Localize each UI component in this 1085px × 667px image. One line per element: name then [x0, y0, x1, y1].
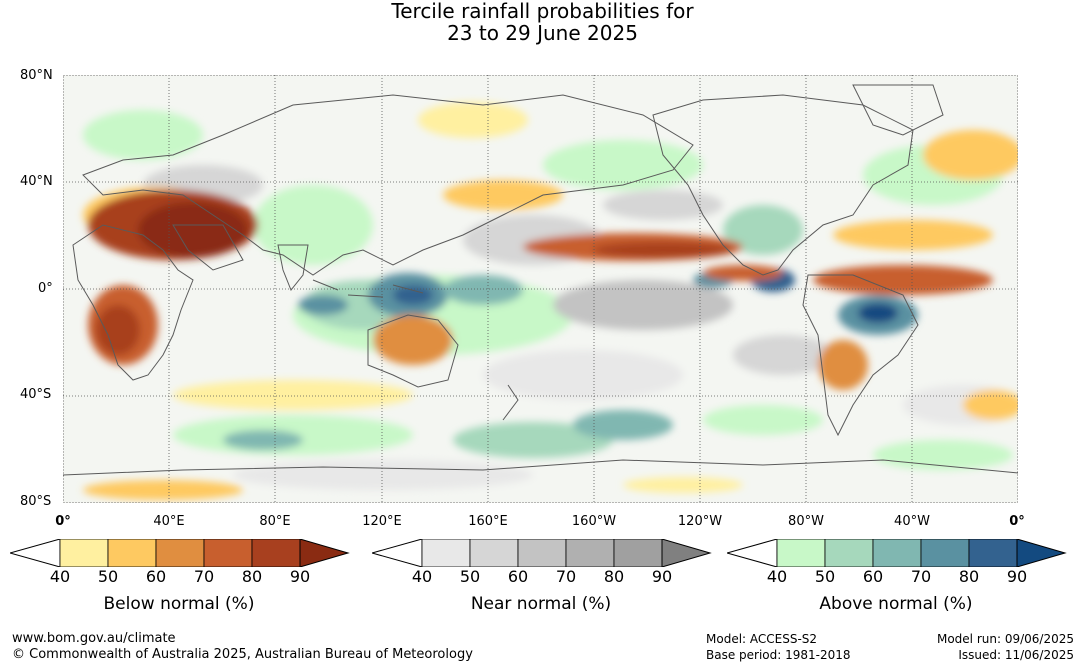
lon-label-120e: 120°E — [362, 514, 402, 529]
colorbar-segment — [421, 539, 471, 567]
above-normal-title: Above normal (%) — [819, 594, 973, 614]
colorbar-segment — [872, 539, 922, 567]
colorbar-above-normal — [727, 539, 1067, 567]
colorbar-segment — [776, 539, 826, 567]
lon-label-80e: 80°E — [259, 514, 291, 529]
below-tick-40: 40 — [49, 567, 71, 586]
colorbar-segment — [107, 539, 157, 567]
map-title-line2: 23 to 29 June 2025 — [447, 21, 638, 45]
colorbar-segment — [968, 539, 1018, 567]
colorbar-segment — [824, 539, 874, 567]
probability-shading — [83, 102, 1018, 500]
footer-base-period: Base period: 1981-2018 — [706, 648, 851, 662]
lon-label-80w: 80°W — [788, 514, 824, 529]
footer-url: www.bom.gov.au/climate — [12, 631, 176, 646]
lon-label-40w: 40°W — [894, 514, 930, 529]
lon-label-160w: 160°W — [571, 514, 617, 529]
colorbar-segment — [565, 539, 615, 567]
near-normal-title: Near normal (%) — [470, 594, 612, 614]
colorbar-segment — [469, 539, 519, 567]
colorbar-segment — [203, 539, 253, 567]
lat-label-equator: 0° — [38, 281, 53, 296]
lon-label-120w: 120°W — [677, 514, 723, 529]
lon-label-40e: 40°E — [153, 514, 185, 529]
lon-label-160e: 160°E — [468, 514, 508, 529]
colorbar-segment — [251, 539, 301, 567]
below-normal-title: Below normal (%) — [103, 594, 255, 614]
colorbar-below-normal — [10, 539, 350, 567]
colorbar-segment — [155, 539, 205, 567]
above-tick-60: 60 — [862, 567, 884, 586]
near-tick-70: 70 — [555, 567, 577, 586]
below-tick-60: 60 — [145, 567, 167, 586]
colorbar-near-normal — [372, 539, 712, 567]
lon-label-0-left: 0° — [55, 514, 71, 529]
graticule — [63, 75, 1018, 503]
above-tick-70: 70 — [910, 567, 932, 586]
colorbar-segment — [920, 539, 970, 567]
above-tick-80: 80 — [958, 567, 980, 586]
near-tick-60: 60 — [507, 567, 529, 586]
below-tick-90: 90 — [289, 567, 311, 586]
near-tick-90: 90 — [651, 567, 673, 586]
footer-model-run: Model run: 09/06/2025 — [936, 632, 1074, 646]
map-frame — [63, 75, 1018, 503]
rainfall-probability-map — [63, 75, 1018, 503]
footer-issued: Issued: 11/06/2025 — [958, 648, 1074, 662]
below-tick-50: 50 — [97, 567, 119, 586]
below-tick-70: 70 — [193, 567, 215, 586]
above-tick-50: 50 — [814, 567, 836, 586]
colorbar-segment — [59, 539, 109, 567]
near-tick-40: 40 — [411, 567, 433, 586]
near-tick-50: 50 — [459, 567, 481, 586]
colorbar-segment — [517, 539, 567, 567]
footer-model: Model: ACCESS-S2 — [706, 632, 818, 646]
footer-copyright: © Commonwealth of Australia 2025, Austra… — [12, 647, 473, 662]
lat-label-80s: 80°S — [20, 494, 52, 509]
lat-label-80n: 80°N — [20, 68, 53, 83]
lat-label-40s: 40°S — [20, 387, 52, 402]
near-tick-80: 80 — [603, 567, 625, 586]
colorbar-segment — [613, 539, 663, 567]
lon-label-0-right: 0° — [1009, 514, 1025, 529]
above-tick-40: 40 — [766, 567, 788, 586]
below-tick-80: 80 — [241, 567, 263, 586]
coastlines-outline — [63, 84, 1018, 476]
lat-label-40n: 40°N — [20, 174, 53, 189]
map-title-line1: Tercile rainfall probabilities for — [391, 0, 694, 23]
above-tick-90: 90 — [1006, 567, 1028, 586]
